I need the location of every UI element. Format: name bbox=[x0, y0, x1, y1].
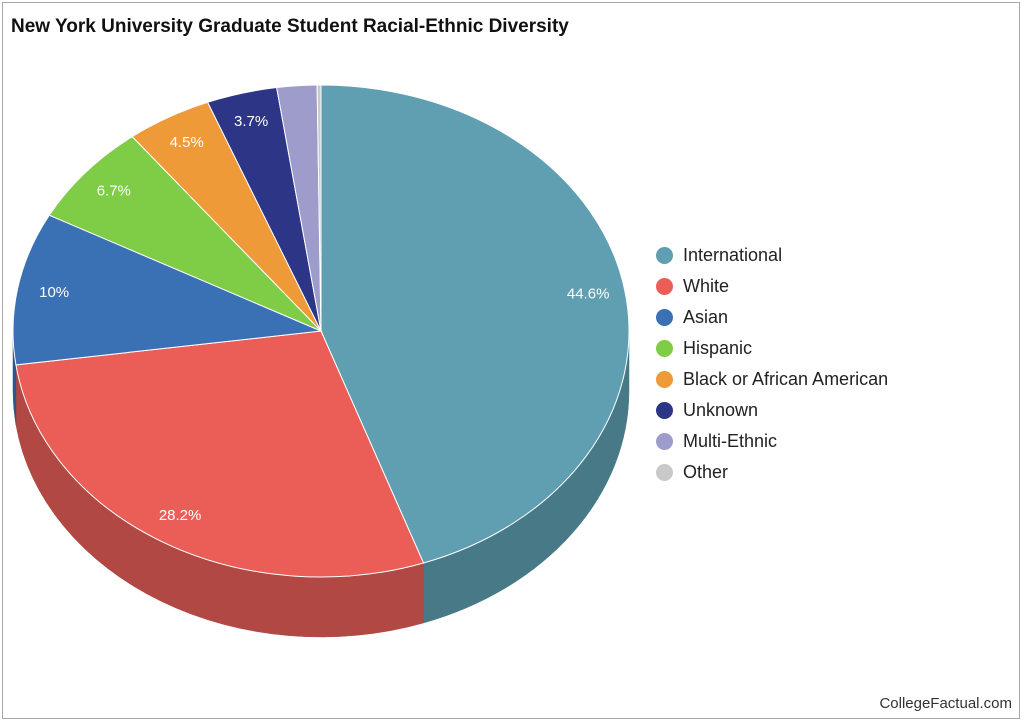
legend-label: Other bbox=[683, 462, 729, 482]
slice-label-black-or-african-american: 4.5% bbox=[170, 134, 204, 151]
legend-label: Unknown bbox=[683, 400, 759, 420]
legend-item-unknown[interactable]: Unknown bbox=[656, 395, 888, 426]
legend-item-white[interactable]: White bbox=[656, 271, 888, 302]
chart-legend: International White Asian Hispanic Black or … bbox=[656, 240, 888, 488]
legend-label: Multi-Ethnic bbox=[683, 431, 778, 451]
legend-label: Hispanic bbox=[683, 338, 753, 358]
legend-swatch bbox=[656, 340, 673, 357]
legend-item-asian[interactable]: Asian bbox=[656, 302, 888, 333]
legend-item-hispanic[interactable]: Hispanic bbox=[656, 333, 888, 364]
legend-swatch bbox=[656, 309, 673, 326]
legend-item-black-or-african-american[interactable]: Black or African American bbox=[656, 364, 888, 395]
legend-item-multi-ethnic[interactable]: Multi-Ethnic bbox=[656, 426, 888, 457]
legend-label: Black or African American bbox=[683, 369, 889, 389]
legend-swatch bbox=[656, 247, 673, 264]
slice-label-hispanic: 6.7% bbox=[97, 182, 131, 199]
legend-label: Asian bbox=[683, 307, 729, 327]
legend-item-international[interactable]: International bbox=[656, 240, 888, 271]
slice-label-asian: 10% bbox=[39, 284, 69, 301]
slice-label-white: 28.2% bbox=[159, 507, 202, 524]
legend-label: International bbox=[683, 245, 783, 265]
slice-label-unknown: 3.7% bbox=[234, 113, 268, 130]
legend-label: White bbox=[683, 276, 730, 296]
legend-swatch bbox=[656, 433, 673, 450]
pie-slice-white[interactable] bbox=[15, 330, 425, 578]
legend-swatch bbox=[656, 278, 673, 295]
slice-label-international: 44.6% bbox=[567, 285, 610, 302]
pie-slice-asian[interactable] bbox=[12, 214, 323, 366]
legend-swatch bbox=[656, 402, 673, 419]
pie-slice-other[interactable] bbox=[316, 84, 322, 332]
legend-swatch bbox=[656, 371, 673, 388]
pie-slice-international[interactable] bbox=[320, 84, 630, 564]
legend-swatch bbox=[656, 464, 673, 481]
pie-slice-hispanic[interactable] bbox=[48, 135, 322, 332]
source-credit: CollegeFactual.com bbox=[879, 695, 1012, 712]
legend-item-other[interactable]: Other bbox=[656, 457, 888, 488]
chart-title: New York University Graduate Student Rac… bbox=[11, 16, 569, 37]
